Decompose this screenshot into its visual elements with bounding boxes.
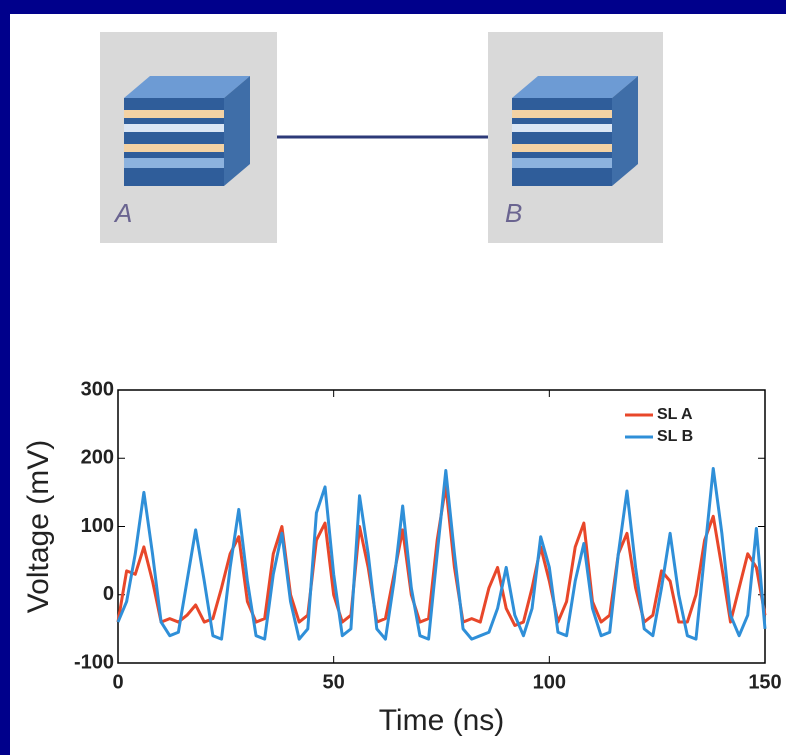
node-label: B: [505, 198, 522, 228]
legend-label: SL B: [657, 428, 693, 445]
y-tick-label: -100: [74, 651, 114, 673]
layer: [124, 158, 224, 168]
x-tick-label: 100: [533, 671, 566, 693]
x-tick-label: 150: [748, 671, 781, 693]
y-tick-label: 0: [103, 583, 114, 605]
layer: [512, 158, 612, 168]
x-axis-label: Time (ns): [379, 704, 505, 737]
layer: [124, 144, 224, 152]
y-axis-label: Voltage (mV): [22, 440, 55, 613]
series-line: [116, 466, 767, 641]
stack-top: [124, 76, 250, 98]
layer: [512, 110, 612, 118]
y-tick-label: 300: [81, 378, 114, 400]
stack-side: [224, 76, 250, 186]
node-label: A: [113, 198, 132, 228]
x-tick-label: 50: [323, 671, 345, 693]
layer: [124, 110, 224, 118]
x-tick-label: 0: [112, 671, 123, 693]
layer: [512, 124, 612, 132]
legend-label: SL A: [657, 406, 693, 423]
diagram: A B: [100, 32, 663, 243]
layer: [512, 144, 612, 152]
stack-side: [612, 76, 638, 186]
stack-top: [512, 76, 638, 98]
y-tick-label: 100: [81, 515, 114, 537]
node-b: B: [488, 32, 663, 243]
node-a: A: [100, 32, 277, 243]
y-tick-label: 200: [81, 447, 114, 469]
layer: [124, 124, 224, 132]
